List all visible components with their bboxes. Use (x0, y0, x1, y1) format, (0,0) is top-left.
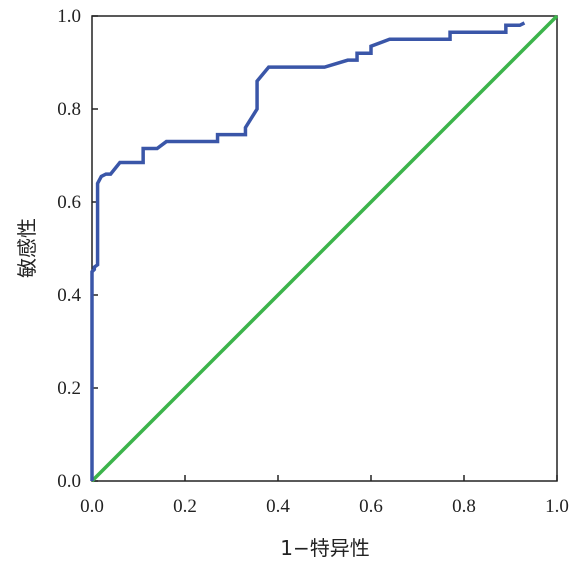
x-tick-label: 0.0 (80, 496, 104, 517)
x-tick-label: 0.4 (266, 496, 290, 517)
y-tick-label: 0.6 (57, 192, 81, 213)
y-tick-label: 0.2 (57, 378, 81, 399)
x-tick-label: 1.0 (545, 496, 569, 517)
y-tick-label: 0.8 (57, 99, 81, 120)
x-tick-label: 0.2 (173, 496, 197, 517)
y-tick-label: 1.0 (57, 6, 81, 27)
y-tick-label: 0.4 (57, 285, 81, 306)
x-axis-title: 1−特异性 (280, 536, 369, 560)
plot-area: 0.0 0.2 0.4 0.6 0.8 1.0 0.0 0.2 0.4 0.6 0.8 1.0 (57, 6, 569, 517)
x-tick-label: 0.6 (359, 496, 383, 517)
plot-frame (91, 15, 558, 482)
y-axis-title: 敏感性 (15, 218, 39, 278)
roc-curve-line (90, 21, 526, 481)
y-tick-label: 0.0 (57, 471, 81, 492)
x-tick-label: 0.8 (452, 496, 476, 517)
reference-diagonal-line (90, 14, 559, 483)
